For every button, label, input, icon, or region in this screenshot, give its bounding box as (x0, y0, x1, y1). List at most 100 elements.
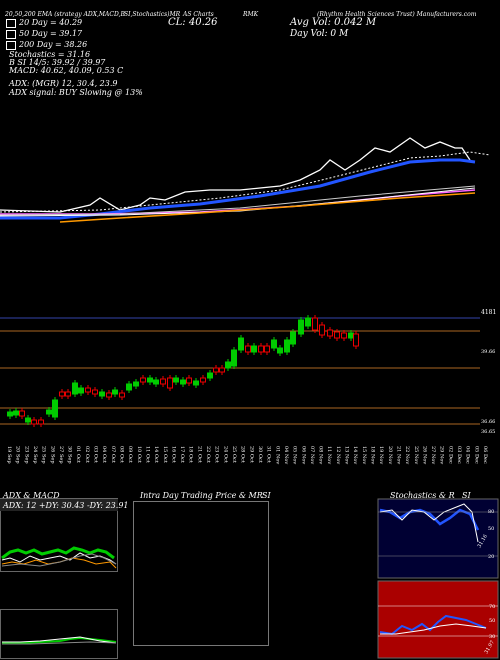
candle-body (327, 329, 333, 337)
stoch-axis-50: 50 (488, 526, 494, 532)
ma20-line (0, 151, 491, 213)
chart-title-3: AS Charts (183, 11, 214, 18)
candle-body (72, 382, 78, 395)
date-tick-label: 03 Oct (93, 446, 99, 463)
candle-body (231, 349, 237, 367)
avg-volume: Avg Vol: 0.042 M (290, 17, 377, 28)
macd-white-line (2, 636, 117, 644)
candle-body (334, 331, 340, 339)
candle-body (245, 345, 251, 353)
day-volume: Day Vol: 0 M (290, 29, 349, 39)
date-tick-label: 04 Nov (283, 446, 289, 464)
adx-values-bg (0, 499, 118, 511)
price-label-mid: 39.66 (481, 349, 495, 355)
ma-white2-line (0, 187, 476, 217)
macd-readout: MACD: 40.62, 40.09, 0.53 C (9, 66, 124, 75)
legend-ma20-label: 20 Day = 40.29 (19, 18, 83, 27)
date-tick-label: 13 Nov (344, 446, 350, 464)
candle-body (251, 345, 257, 353)
date-tick-label: 27 Sep (58, 446, 64, 464)
candle-body (341, 332, 347, 339)
candle-body (92, 389, 98, 395)
date-tick-label: 18 Nov (369, 446, 375, 464)
date-tick-label: 05 Dec (473, 446, 479, 464)
rsi-axis-70: 70 (489, 604, 495, 610)
candle-body (38, 419, 44, 425)
date-tick-label: 02 Dec (447, 446, 453, 464)
date-tick-label: 09 Oct (127, 446, 133, 463)
date-tick-label: 18 Oct (188, 446, 194, 463)
adx-gray-line (1, 553, 117, 567)
candle-body (305, 317, 311, 327)
date-tick-label: 29 Nov (439, 446, 445, 464)
stoch-axis-80: 80 (488, 509, 494, 515)
date-tick-label: 06 Dec (482, 446, 488, 464)
legend-ma50: 50 Day = 39.17 (6, 29, 82, 39)
chart-title-1: 20,50,200 EMA (strategy ADX,MACD,B (5, 11, 125, 18)
candle-body (207, 372, 213, 379)
date-tick-label: 23 Sep (23, 446, 29, 464)
price-label-top: 4181 (481, 309, 496, 316)
candle-body (290, 331, 296, 345)
legend-ma200: 200 Day = 38.26 (6, 40, 87, 50)
candle-body (52, 399, 58, 418)
candle-body (133, 381, 139, 387)
date-tick-label: 22 Oct (205, 446, 211, 463)
ma50-swatch (6, 29, 16, 39)
date-tick-label: 28 Oct (240, 446, 246, 463)
candle-body (264, 345, 270, 353)
candle-body (348, 332, 354, 339)
candle-body (186, 377, 192, 384)
date-tick-label: 26 Nov (421, 446, 427, 464)
date-tick-label: 19 Sep (6, 446, 12, 464)
stochastic-lines (378, 503, 498, 557)
candle-body (160, 378, 166, 385)
date-tick-label: 11 Oct (144, 446, 150, 463)
main-chart: 19 Sep 20 Sep 23 Sep 24 Sep 25 Sep 26 Sep 27 S… (0, 137, 496, 464)
candle-body (277, 347, 283, 354)
candle-body (180, 379, 186, 385)
candle-body (99, 391, 105, 397)
price-label-low2: 36.65 (481, 429, 495, 435)
date-tick-label: 03 Dec (456, 446, 462, 464)
candle-body (65, 391, 71, 397)
candle-body (312, 317, 318, 331)
date-tick-label: 20 Nov (387, 446, 393, 464)
date-tick-label: 07 Oct (110, 446, 116, 463)
intraday-si-label: SI (262, 491, 271, 500)
chart-title-company: (Rhythm Health Sciences Trust) Manufactu… (317, 11, 477, 18)
candle-body (284, 339, 290, 353)
candle-body (153, 379, 159, 385)
date-tick-label: 17 Oct (179, 446, 185, 463)
date-tick-label: 08 Oct (119, 446, 125, 463)
stoch-d-line (379, 503, 479, 543)
date-tick-label: 22 Nov (404, 446, 410, 464)
candle-body (19, 410, 25, 417)
adx-values: ADX: 12 +DY: 30.43 -DY: 23.91 (2, 501, 129, 510)
candle-body (219, 367, 225, 373)
date-tick-label: 25 Sep (41, 446, 47, 464)
adx-panel-title: ADX & MACD (3, 491, 60, 500)
date-tick-label: 26 Sep (49, 446, 55, 464)
date-tick-label: 29 Oct (248, 446, 254, 463)
date-tick-label: 19 Nov (378, 446, 384, 464)
candle-body (167, 377, 173, 389)
date-tick-label: 15 Nov (361, 446, 367, 464)
date-tick-label: 15 Oct (162, 446, 168, 463)
candle-body (85, 387, 91, 393)
date-tick-label: 14 Nov (352, 446, 358, 464)
date-axis: 19 Sep 20 Sep 23 Sep 24 Sep 25 Sep 26 Sep 27 S… (6, 446, 488, 464)
candle-body (319, 324, 325, 336)
date-tick-label: 31 Oct (266, 446, 272, 463)
candle-body (7, 411, 13, 417)
candle-body (193, 380, 199, 386)
candle-body (353, 333, 359, 347)
date-tick-label: 06 Nov (300, 446, 306, 464)
bsi-readout: B SI 14/5: 39.92 / 39.97 (9, 58, 106, 67)
macd-panel-frame (0, 609, 118, 659)
price-label-low1: 36.66 (481, 419, 495, 425)
price-line (0, 137, 471, 213)
candle-body (298, 319, 304, 335)
chart-title-2: SI,Stochastics)MR (124, 11, 181, 18)
date-tick-label: 21 Oct (196, 446, 202, 463)
